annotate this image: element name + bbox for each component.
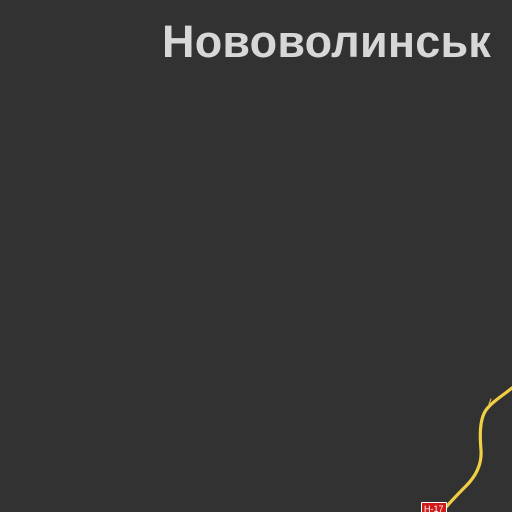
- highway-road: [442, 388, 512, 512]
- city-label[interactable]: Нововолинськ: [162, 14, 491, 70]
- road-shield-n17[interactable]: Н-17: [421, 502, 447, 512]
